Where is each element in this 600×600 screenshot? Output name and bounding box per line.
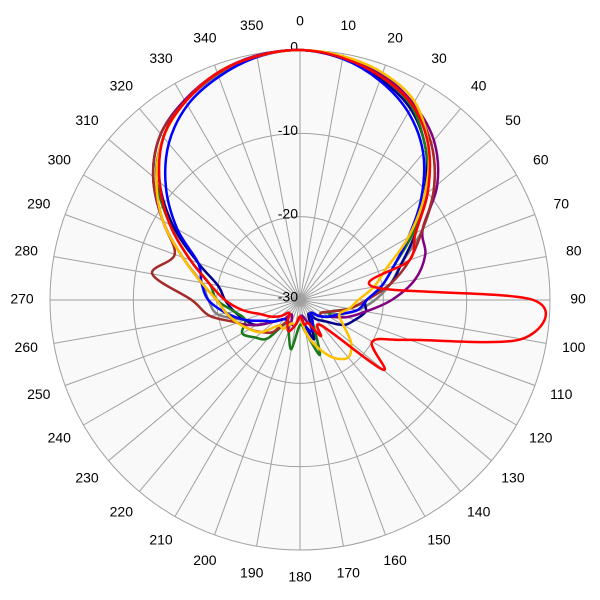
radial-tick-label: 0: [290, 39, 298, 55]
angle-grid-line: [299, 256, 547, 301]
angle-grid-line: [299, 138, 492, 301]
angle-grid-line: [299, 299, 492, 462]
radial-tick-label: -20: [278, 205, 298, 221]
angle-grid-line: [53, 299, 301, 344]
angle-tick-label: 130: [501, 469, 525, 485]
angle-grid-line: [299, 83, 426, 301]
angle-grid-line: [108, 138, 301, 301]
radial-tick-label: -10: [278, 122, 298, 138]
angle-grid-line: [214, 299, 301, 536]
angle-tick-label: 170: [337, 564, 361, 580]
angle-tick-label: 220: [110, 504, 134, 520]
angle-tick-label: 310: [75, 112, 99, 128]
angle-tick-label: 280: [15, 242, 39, 258]
angle-grid-line: [299, 53, 344, 301]
pattern-line: [157, 48, 548, 371]
angle-tick-label: 50: [505, 112, 521, 128]
angle-grid-line: [299, 214, 536, 301]
angle-tick-label: 200: [193, 552, 217, 568]
angle-tick-label: 140: [467, 504, 491, 520]
angle-grid-line: [299, 299, 344, 547]
angle-tick-label: 150: [427, 531, 451, 547]
angle-tick-label: 60: [533, 152, 549, 168]
angle-tick-label: 20: [387, 29, 403, 45]
angle-tick-label: 0: [296, 13, 304, 29]
angle-grid-line: [214, 64, 301, 301]
angle-tick-label: 190: [240, 564, 264, 580]
angle-grid-line: [256, 299, 301, 547]
radial-tick-label: -30: [278, 289, 298, 305]
angle-grid-line: [53, 256, 301, 301]
angle-grid-line: [299, 64, 386, 301]
angle-grid-line: [138, 108, 301, 301]
angle-tick-label: 120: [529, 430, 553, 446]
angle-grid-line: [299, 299, 462, 492]
angle-tick-label: 260: [15, 339, 39, 355]
angle-tick-label: 210: [149, 531, 173, 547]
angle-tick-label: 100: [562, 339, 586, 355]
angle-grid-line: [299, 299, 547, 344]
angle-tick-label: 340: [193, 29, 217, 45]
angle-grid-line: [83, 174, 301, 301]
angle-tick-label: 290: [27, 196, 51, 212]
angle-tick-label: 110: [550, 386, 573, 402]
angle-tick-label: 80: [566, 242, 582, 258]
angle-grid-line: [299, 299, 517, 426]
angle-tick-label: 300: [48, 152, 72, 168]
angle-tick-label: 160: [383, 552, 407, 568]
radial-grid-ring: [132, 132, 468, 468]
angle-grid-line: [174, 299, 301, 517]
angle-tick-label: 330: [149, 50, 173, 66]
angle-tick-label: 40: [471, 78, 487, 94]
angle-grid-line: [256, 53, 301, 301]
angle-grid-line: [108, 299, 301, 462]
angle-tick-label: 230: [75, 469, 99, 485]
angle-tick-label: 90: [570, 291, 586, 307]
angle-tick-label: 180: [288, 569, 312, 585]
angle-tick-label: 350: [240, 17, 264, 33]
angle-tick-label: 240: [48, 430, 72, 446]
angle-tick-label: 270: [10, 291, 34, 307]
angle-tick-label: 250: [27, 386, 51, 402]
angle-tick-label: 30: [431, 50, 447, 66]
angle-tick-label: 10: [340, 17, 356, 33]
angle-tick-label: 70: [553, 196, 569, 212]
angle-tick-label: 320: [110, 78, 134, 94]
angle-grid-line: [174, 83, 301, 301]
